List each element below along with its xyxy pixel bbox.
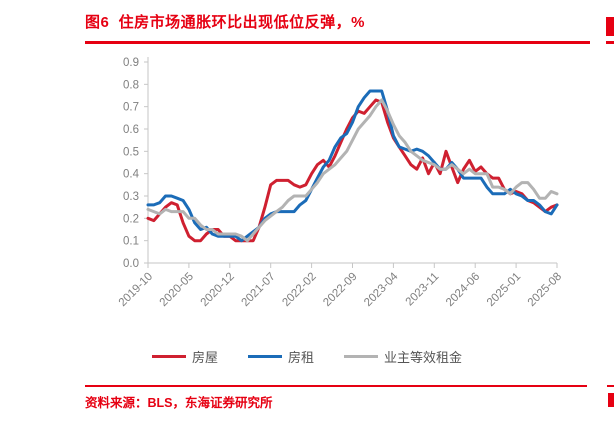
svg-text:2022-02: 2022-02 — [280, 271, 318, 309]
legend-swatch-shelter — [151, 355, 186, 358]
title-underline — [85, 41, 590, 44]
x-tick-labels: 2019-10 2020-05 2020-12 2021-07 2022-02 2022-… — [117, 270, 564, 309]
legend-item-oer: 业主等效租金 — [344, 347, 462, 366]
legend-swatch-rent — [247, 355, 282, 358]
adjacent-column-rule-fragment-bottom — [607, 385, 614, 387]
legend-item-rent: 房租 — [247, 347, 314, 366]
legend-label-shelter: 房屋 — [191, 350, 218, 365]
series-line-1 — [146, 89, 559, 243]
legend-swatch-oer — [344, 355, 378, 358]
svg-text:2020-05: 2020-05 — [158, 271, 196, 309]
adjacent-column-title-fragment — [606, 17, 614, 36]
svg-text:0.1: 0.1 — [123, 236, 139, 248]
legend-label-oer: 业主等效租金 — [384, 350, 463, 365]
svg-text:2020-12: 2020-12 — [199, 271, 237, 309]
adjacent-column-source-fragment — [608, 393, 614, 407]
svg-text:0.2: 0.2 — [123, 213, 139, 225]
chart-legend: 房屋 房租 业主等效租金 — [0, 347, 614, 366]
svg-text:0.4: 0.4 — [123, 169, 140, 181]
legend-item-shelter: 房屋 — [151, 347, 218, 366]
svg-text:0.8: 0.8 — [123, 79, 139, 91]
svg-text:0.3: 0.3 — [123, 191, 139, 203]
svg-text:2022-09: 2022-09 — [321, 271, 359, 309]
y-tick-labels: 0.0 0.1 0.2 0.3 0.4 0.5 0.6 0.7 0.8 0.9 — [123, 57, 140, 270]
adjacent-column-rule-fragment — [606, 41, 614, 44]
svg-text:0.6: 0.6 — [123, 124, 139, 136]
legend-label-rent: 房租 — [287, 350, 314, 365]
figure-title: 图6 住房市场通胀环比出现低位反弹，% — [85, 14, 366, 31]
source-note: 资料来源：BLS，东海证券研究所 — [85, 396, 273, 410]
svg-text:2023-04: 2023-04 — [362, 270, 401, 309]
svg-text:2021-07: 2021-07 — [239, 271, 277, 309]
svg-text:2023-11: 2023-11 — [404, 271, 442, 309]
series-line-2 — [146, 98, 559, 243]
svg-text:2024-06: 2024-06 — [444, 271, 482, 309]
source-divider — [85, 385, 587, 387]
svg-text:0.0: 0.0 — [123, 258, 139, 270]
svg-text:0.9: 0.9 — [123, 57, 139, 69]
svg-text:2025-08: 2025-08 — [526, 271, 564, 309]
axes — [144, 57, 558, 268]
svg-text:2019-10: 2019-10 — [117, 271, 155, 309]
svg-text:0.5: 0.5 — [123, 146, 139, 158]
svg-text:2025-01: 2025-01 — [485, 271, 523, 309]
svg-text:0.7: 0.7 — [123, 102, 139, 114]
